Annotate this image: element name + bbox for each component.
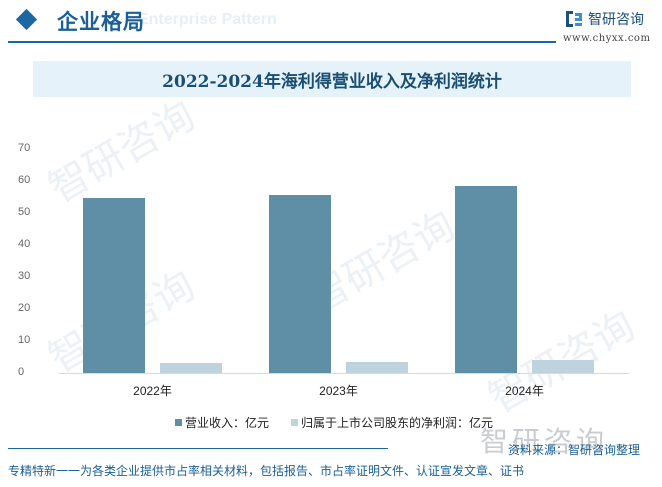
y-tick-label: 0 — [18, 366, 25, 378]
y-tick-label: 60 — [18, 174, 31, 186]
chart-title: 2022-2024年海利得营业收入及净利润统计 — [162, 71, 502, 92]
bar-net-profit — [346, 362, 408, 373]
bar-revenue — [455, 185, 517, 373]
chart-title-band: 2022-2024年海利得营业收入及净利润统计 — [33, 61, 631, 97]
footer-logo-ghost: 智研咨询 — [480, 425, 609, 458]
x-tick-label: 2024年 — [505, 384, 544, 398]
x-tick-label: 2023年 — [319, 384, 358, 398]
y-tick-label: 70 — [18, 142, 31, 154]
bar-net-profit — [160, 363, 222, 373]
logo-url: www.chyxx.com — [563, 33, 651, 44]
bar-net-profit — [532, 360, 594, 373]
chart-legend: 营业收入：亿元 归属于上市公司股东的净利润：亿元 — [175, 414, 493, 431]
y-tick-label: 50 — [18, 206, 31, 218]
x-tick-label: 2022年 — [133, 384, 172, 398]
legend-label-net-profit: 归属于上市公司股东的净利润：亿元 — [301, 416, 494, 430]
y-tick-label: 10 — [18, 334, 31, 346]
footer-slogan: 专精特新一一为各类企业提供市占率相关材料，包括报告、市占率证明文件、认证宣发文章… — [8, 464, 525, 478]
legend-item-net-profit: 归属于上市公司股东的净利润：亿元 — [291, 414, 493, 431]
legend-item-revenue: 营业收入：亿元 — [175, 414, 269, 431]
y-tick-label: 20 — [18, 302, 31, 314]
y-tick-label: 40 — [18, 238, 31, 250]
logo-name: 智研咨询 — [588, 12, 644, 28]
chyxx-logo-icon — [566, 11, 582, 27]
header-ghost-text: Enterprise Pattern — [138, 11, 277, 28]
bar-revenue — [83, 197, 145, 373]
legend-label-revenue: 营业收入：亿元 — [185, 416, 270, 430]
section-title: 企业格局 — [57, 10, 145, 34]
x-axis-line — [59, 373, 629, 374]
header-divider — [8, 41, 556, 43]
bar-revenue — [269, 194, 331, 373]
legend-swatch-net-profit — [291, 419, 299, 426]
data-source: 资料来源：智研咨询整理 — [508, 443, 641, 457]
y-tick-label: 30 — [18, 270, 31, 282]
legend-swatch-revenue — [175, 419, 182, 426]
footer-divider — [8, 448, 388, 449]
